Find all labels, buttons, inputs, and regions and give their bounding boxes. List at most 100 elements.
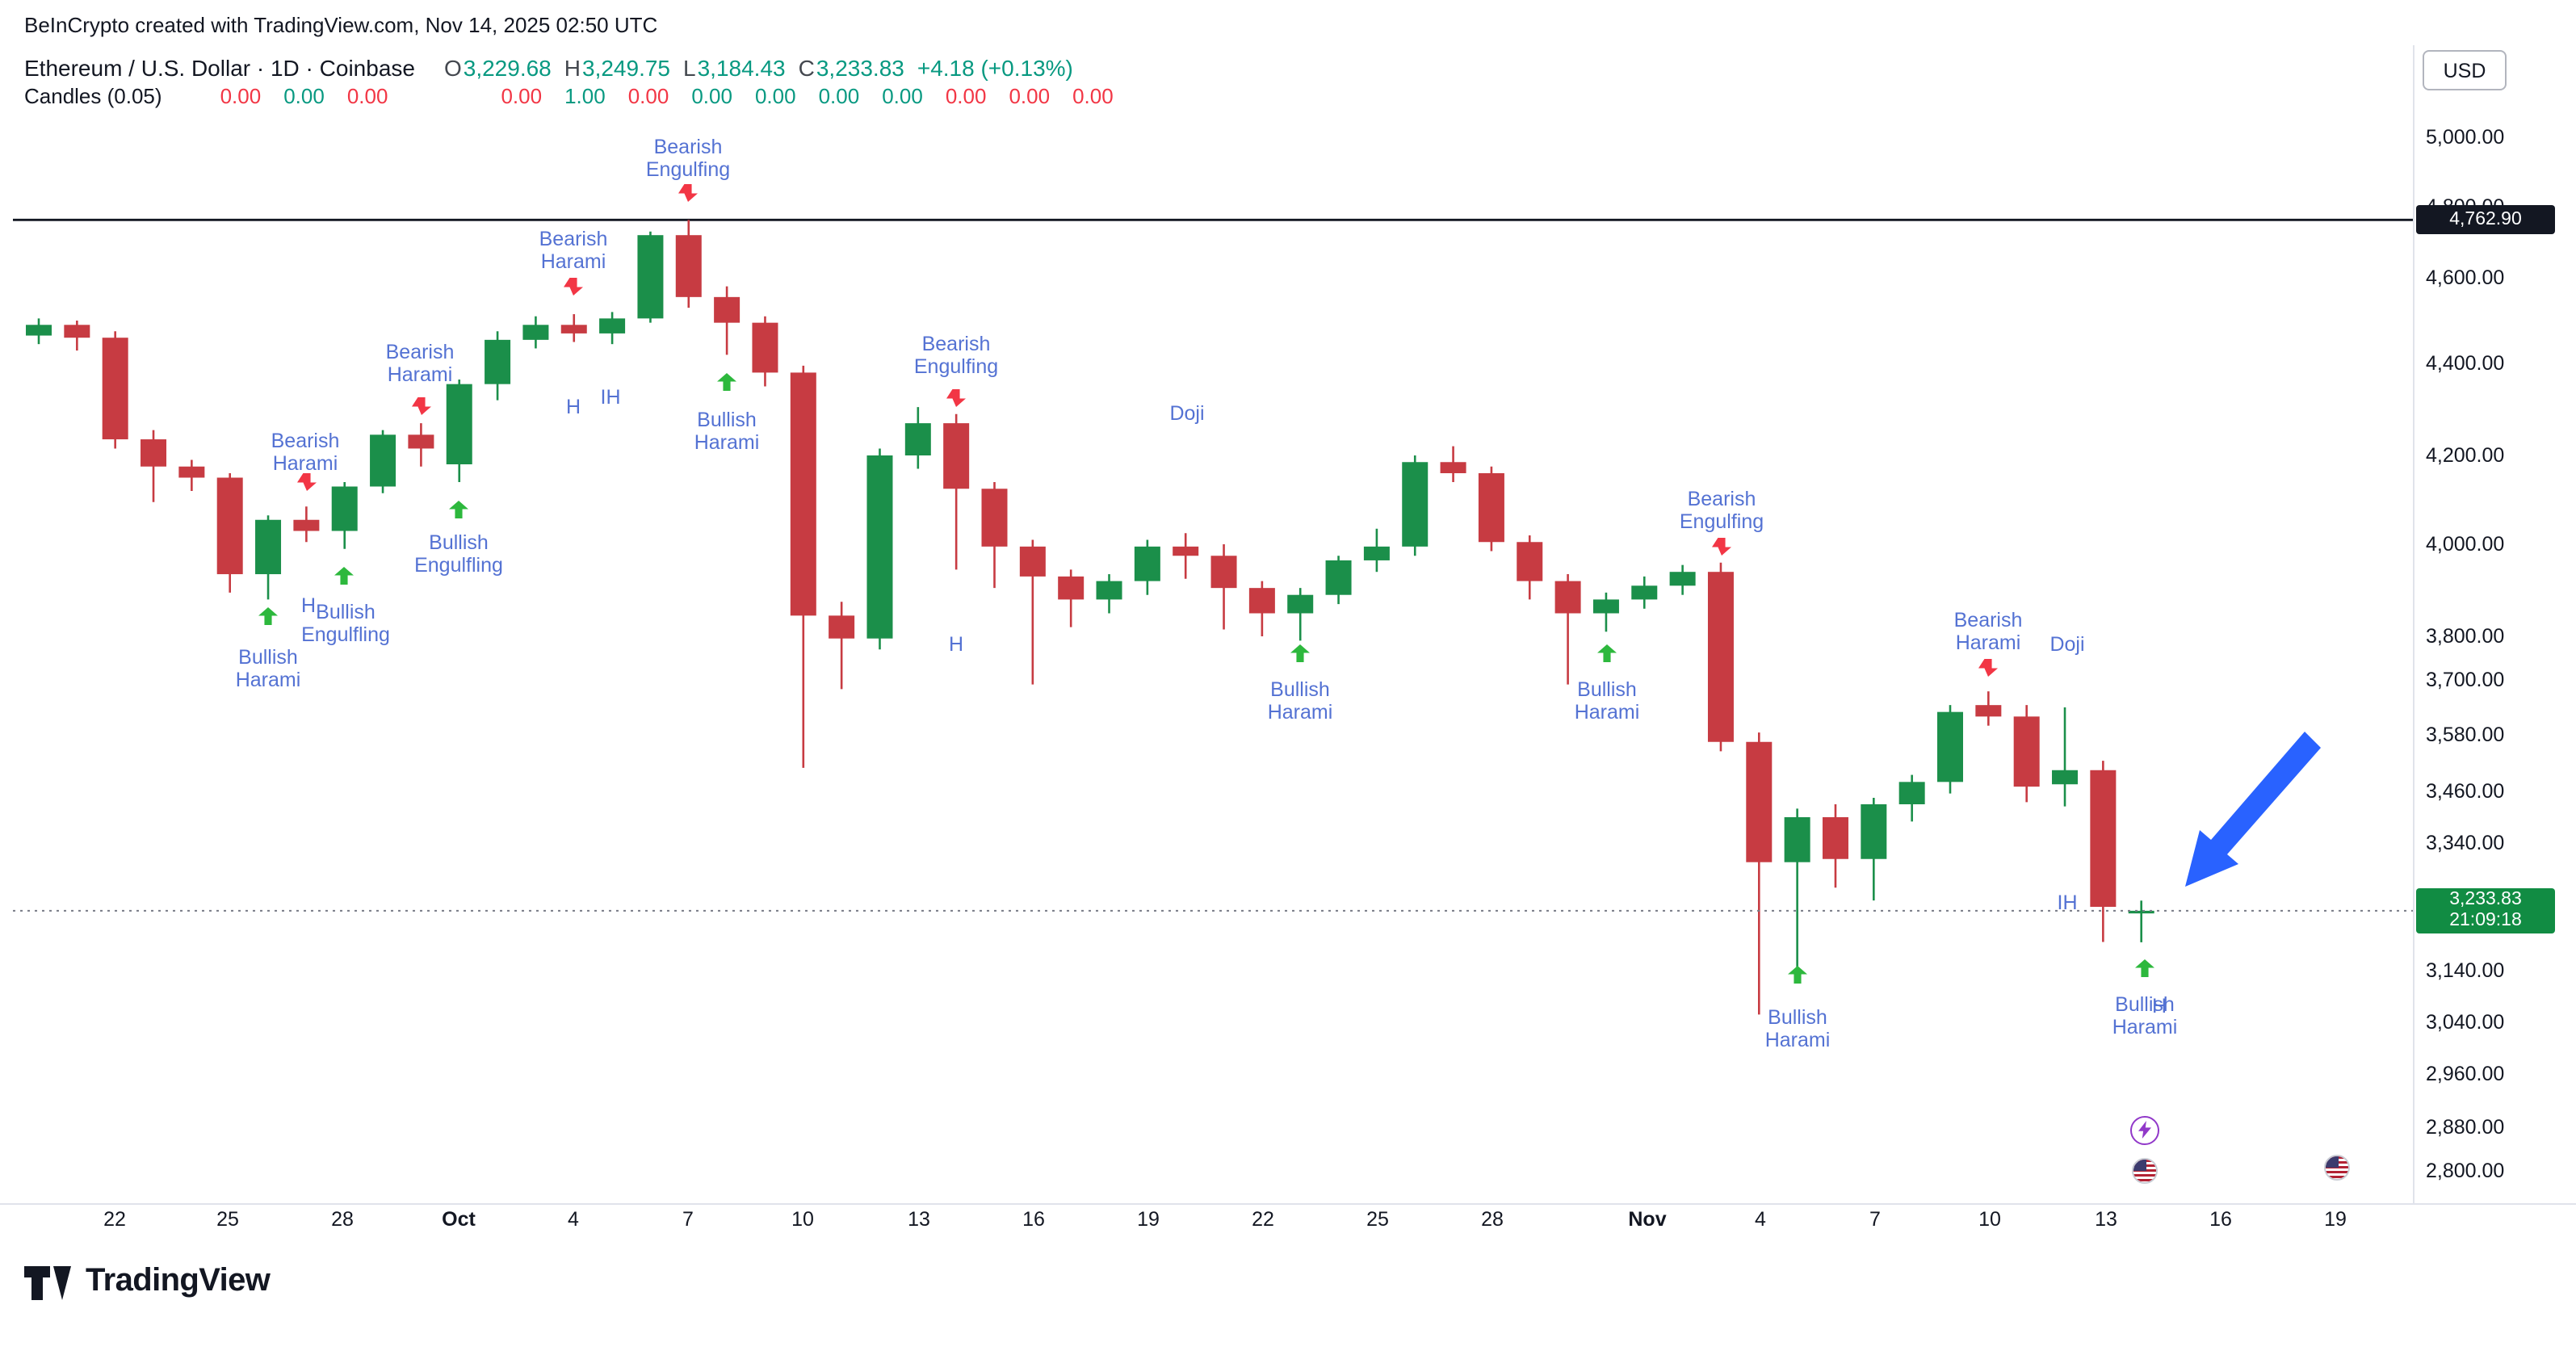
ohlc-value: 3,249.75	[582, 55, 670, 81]
indicator-value: 0.00	[945, 84, 987, 108]
time-axis-label: 10	[791, 1208, 814, 1231]
pattern-label: Bearish Engulfing	[1679, 488, 1764, 534]
indicator-values: 0.00 0.00 0.00 0.00 1.00 0.00 0.00 0.00 0.00 0.00…	[220, 84, 1136, 108]
flag-canton	[2133, 1160, 2146, 1171]
pattern-label: Doji	[1169, 402, 1205, 425]
ohlc-letter: L	[683, 55, 696, 81]
price-axis-label: 2,960.00	[2426, 1063, 2505, 1085]
price-axis-label: 3,140.00	[2426, 959, 2505, 982]
pattern-label: Bearish Harami	[539, 228, 608, 274]
pattern-label: H	[300, 594, 317, 617]
time-axis-label: 7	[1869, 1208, 1881, 1231]
price-axis-label: 4,600.00	[2426, 266, 2505, 289]
currency-button[interactable]: USD	[2423, 50, 2507, 90]
pattern-label: H	[565, 396, 581, 418]
time-axis-label: 22	[103, 1208, 126, 1231]
pattern-label: Bullish Harami	[694, 409, 760, 455]
ohlc-letter: O	[443, 55, 462, 81]
ohlc-letter: C	[798, 55, 815, 81]
tradingview-mark-icon	[24, 1266, 71, 1300]
price-axis-separator	[2413, 45, 2414, 1203]
ath-price-tag: 4,762.90	[2416, 205, 2555, 234]
ohlc-value: 3,233.83	[816, 55, 904, 81]
time-axis-label: 19	[2324, 1208, 2347, 1231]
pattern-label: Doji	[2049, 633, 2085, 656]
time-axis-label: Nov	[1628, 1208, 1667, 1231]
time-axis-label: 4	[1755, 1208, 1766, 1231]
pattern-label: H	[948, 633, 964, 656]
us-flag-event-icon[interactable]	[2132, 1158, 2158, 1184]
indicator-value: 1.00	[564, 84, 606, 108]
indicator-value: 0.00	[346, 84, 388, 108]
indicator-value: 0.00	[691, 84, 732, 108]
pattern-label: Bearish Engulfing	[645, 136, 731, 182]
indicator-value: 0.00	[1072, 84, 1114, 108]
indicator-row: Candles (0.05) 0.00 0.00 0.00 0.00 1.00 0.00 0.…	[24, 84, 1136, 108]
time-axis-label: Oct	[442, 1208, 476, 1231]
pattern-label: Bullish Harami	[2112, 993, 2178, 1039]
time-axis-label: 28	[331, 1208, 354, 1231]
pattern-label: IH	[2057, 891, 2078, 914]
time-axis-label: 28	[1481, 1208, 1504, 1231]
price-change: +4.18 (+0.13%)	[917, 55, 1073, 81]
flag-canton	[2326, 1156, 2339, 1168]
ohlc-letter: H	[564, 55, 581, 81]
indicator-value: 0.00	[754, 84, 796, 108]
pattern-label: H	[2151, 995, 2167, 1017]
time-axis-label: 13	[908, 1208, 930, 1231]
ohlc-values: O 3,229.68 H 3,249.75 L 3,184.43 C 3,233.83	[431, 55, 904, 81]
current-price-value: 3,233.83	[2449, 890, 2522, 909]
price-axis-label: 4,400.00	[2426, 352, 2505, 375]
price-axis-label: 3,460.00	[2426, 780, 2505, 803]
pattern-label: Bearish Engulfing	[913, 333, 999, 379]
time-axis-separator	[0, 1203, 2576, 1205]
time-axis-label: 10	[1978, 1208, 2001, 1231]
attribution-text: BeInCrypto created with TradingView.com,…	[24, 13, 658, 37]
time-axis-label: 22	[1252, 1208, 1274, 1231]
indicator-value: 0.00	[220, 84, 262, 108]
price-axis-label: 3,340.00	[2426, 832, 2505, 854]
price-axis-label: 2,880.00	[2426, 1116, 2505, 1139]
ohlc-value: 3,229.68	[463, 55, 552, 81]
time-axis-label: 19	[1137, 1208, 1160, 1231]
time-axis-label: 4	[568, 1208, 579, 1231]
time-axis-label: 25	[216, 1208, 239, 1231]
indicator-value: 0.00	[501, 84, 543, 108]
time-axis-label: 7	[682, 1208, 694, 1231]
time-axis-label: 16	[1022, 1208, 1045, 1231]
pattern-label: Bullish Engulfling	[301, 601, 390, 647]
symbol-title[interactable]: Ethereum / U.S. Dollar · 1D · Coinbase	[24, 55, 415, 81]
lightning-icon	[2138, 1121, 2151, 1139]
price-axis-label: 3,580.00	[2426, 724, 2505, 746]
indicator-value: 0.00	[818, 84, 860, 108]
pattern-label: Bullish Harami	[1764, 1006, 1831, 1052]
ohlc-value: 3,184.43	[697, 55, 786, 81]
tradingview-logo[interactable]: TradingView	[24, 1261, 271, 1302]
time-axis-label: 13	[2095, 1208, 2117, 1231]
pattern-label: Bullish Engulfling	[414, 531, 503, 577]
price-axis-label: 4,200.00	[2426, 444, 2505, 467]
pattern-label: IH	[600, 386, 621, 409]
time-axis-label: 25	[1366, 1208, 1389, 1231]
price-axis-label: 2,800.00	[2426, 1160, 2505, 1182]
pattern-label: Bearish Harami	[385, 341, 455, 387]
pattern-label: Bullish Harami	[1574, 678, 1640, 724]
indicator-value: 0.00	[1009, 84, 1051, 108]
price-axis-label: 3,800.00	[2426, 625, 2505, 648]
pattern-label: Bullish Harami	[235, 646, 301, 692]
us-flag-event-icon[interactable]	[2324, 1155, 2350, 1181]
candle-countdown: 21:09:18	[2449, 911, 2522, 930]
indicator-value: 0.00	[627, 84, 669, 108]
symbol-row: Ethereum / U.S. Dollar · 1D · Coinbase O 3…	[24, 55, 1073, 81]
price-axis-label: 3,040.00	[2426, 1011, 2505, 1034]
price-axis-label: 3,700.00	[2426, 669, 2505, 691]
flash-event-icon[interactable]	[2130, 1116, 2159, 1145]
tradingview-logo-text: TradingView	[86, 1263, 271, 1298]
indicator-label[interactable]: Candles (0.05)	[24, 84, 162, 108]
current-price-tag: 3,233.83 21:09:18	[2416, 888, 2555, 933]
pattern-label: Bearish Harami	[271, 430, 340, 476]
price-axis-label: 4,000.00	[2426, 533, 2505, 556]
